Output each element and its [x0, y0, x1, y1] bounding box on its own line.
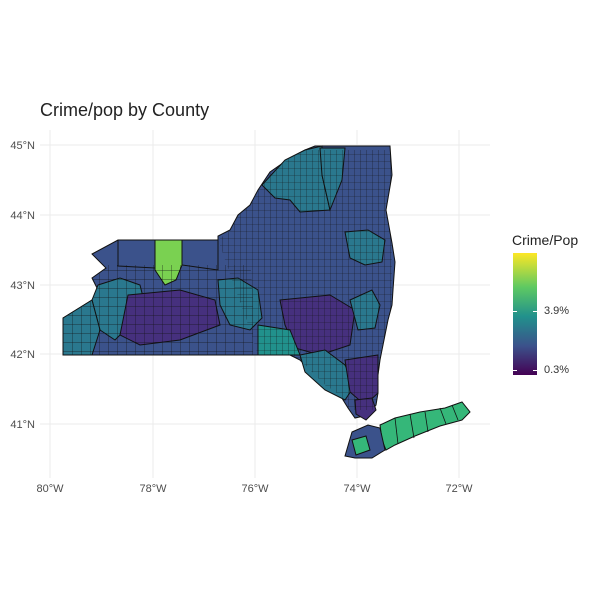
- county-si-bronx: [351, 435, 371, 456]
- x-tick-label: 80°W: [36, 483, 64, 495]
- legend-tick-mark: [513, 370, 517, 371]
- town-boundaries: [63, 150, 392, 410]
- y-axis-labels: 45°N 44°N 43°N 42°N 41°N: [10, 140, 35, 431]
- legend-colorbar: [513, 253, 537, 375]
- x-tick-label: 72°W: [445, 483, 473, 495]
- legend-tick-mark: [513, 311, 517, 312]
- legend-tick-label: 0.3%: [544, 364, 570, 376]
- li-line-3: [424, 411, 429, 433]
- legend-tick-mark: [533, 311, 537, 312]
- county-niagara: [117, 239, 156, 269]
- legend-tick-label: 3.9%: [544, 305, 570, 317]
- legend-tick-mark: [533, 370, 537, 371]
- legend-title: Crime/Pop: [512, 232, 579, 248]
- y-tick-label: 43°N: [10, 280, 35, 292]
- li-line-1: [394, 417, 399, 445]
- map-title: Crime/pop by County: [40, 100, 210, 120]
- li-line-4: [439, 407, 447, 425]
- x-tick-label: 76°W: [241, 483, 269, 495]
- x-tick-label: 78°W: [139, 483, 167, 495]
- li-line-5: [451, 404, 459, 421]
- y-tick-label: 41°N: [10, 419, 35, 431]
- y-tick-label: 42°N: [10, 349, 35, 361]
- li-line-2: [409, 413, 415, 439]
- x-axis-labels: 80°W 78°W 76°W 74°W 72°W: [36, 483, 473, 495]
- town-grid-west: [63, 265, 253, 355]
- x-tick-label: 74°W: [343, 483, 371, 495]
- county-base-longisland: [379, 401, 471, 451]
- y-tick-label: 44°N: [10, 210, 35, 222]
- y-tick-label: 45°N: [10, 140, 35, 152]
- longisland-town-lines: [394, 404, 459, 445]
